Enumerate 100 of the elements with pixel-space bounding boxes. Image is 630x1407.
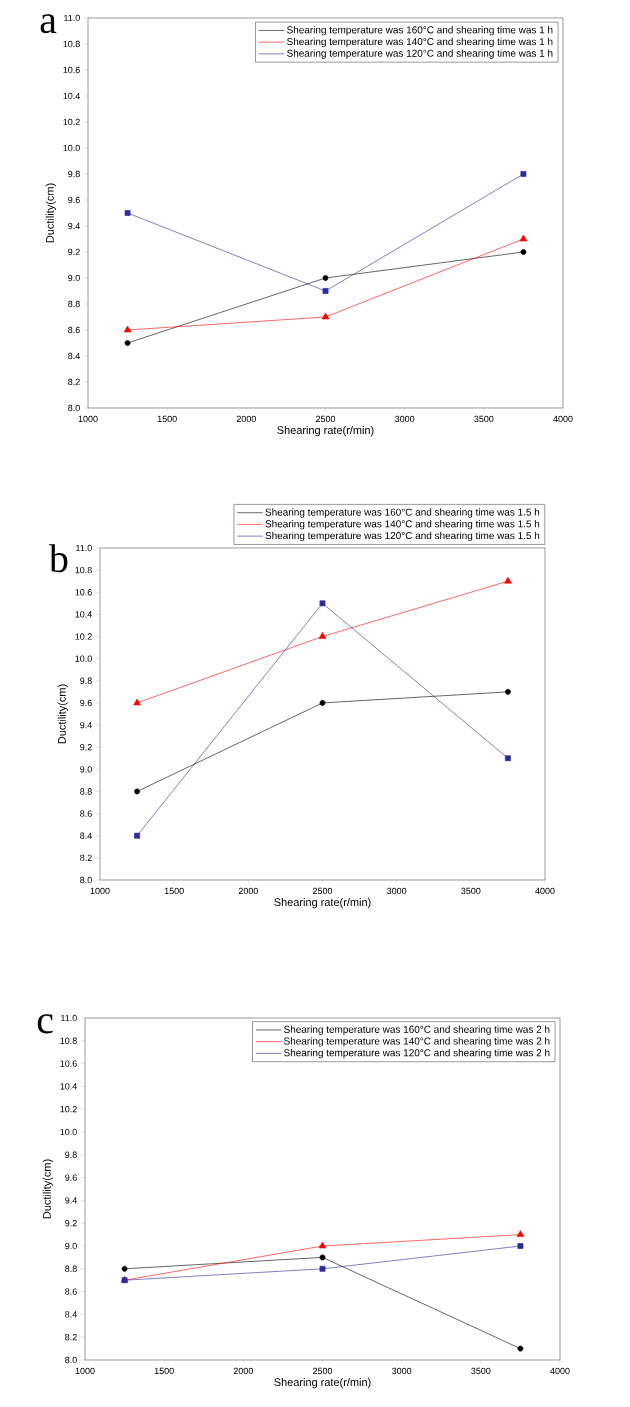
legend-label: Shearing temperature was 140°C and shearing time was 1 h (287, 37, 553, 48)
x-tick-label: 4000 (550, 1367, 570, 1375)
point (517, 1345, 524, 1352)
x-tick-label: 2000 (236, 415, 256, 423)
text: b (48, 544, 68, 573)
y-axis-title: Ductility(cm) (45, 183, 56, 243)
y-tick-label: 8.6 (65, 1288, 77, 1295)
x-tick-label: 3500 (474, 415, 494, 423)
point (321, 312, 330, 320)
point (319, 1254, 326, 1261)
y-tick-label: 9.6 (68, 196, 80, 204)
y-axis-title: Ductility(cm) (57, 684, 68, 744)
point (322, 275, 329, 281)
y-tick-label: 9.4 (80, 721, 92, 729)
y-tick-label: 9.2 (68, 248, 80, 256)
point (134, 832, 140, 839)
point (123, 325, 132, 333)
y-tick-label: 8.6 (80, 810, 92, 817)
y-tick-label: 11.0 (76, 544, 92, 552)
point (520, 249, 527, 255)
x-axis-title: Shearing rate(r/min) (274, 897, 371, 909)
x-tick-label: 1000 (90, 887, 110, 895)
legend-label: Shearing temperature was 140°C and shearing time was 2 h (284, 1037, 550, 1047)
y-tick-label: 8.6 (68, 326, 80, 334)
y-tick-label: 8.0 (68, 404, 80, 412)
point (319, 1265, 326, 1272)
x-tick-label: 3000 (387, 887, 407, 895)
legend-label: Shearing temperature was 120°C and shearing time was 2 h (284, 1049, 550, 1059)
y-tick-label: 10.6 (75, 589, 92, 596)
y-tick-label: 9.4 (65, 1197, 77, 1204)
x-axis-title: Shearing rate(r/min) (277, 425, 374, 437)
y-tick-label: 10.6 (60, 1060, 77, 1067)
point (322, 288, 329, 294)
y-tick-label: 9.0 (65, 1242, 77, 1250)
y-tick-label: 8.8 (80, 788, 92, 795)
y-tick-label: 9.8 (65, 1151, 77, 1158)
legend-label: Shearing temperature was 160°C and shearing time was 1 h (287, 26, 553, 36)
y-tick-label: 8.2 (80, 854, 92, 862)
point (504, 576, 512, 584)
point (124, 210, 131, 216)
x-tick-label: 3000 (392, 1367, 412, 1375)
x-tick-label: 4000 (553, 415, 573, 423)
y-tick-label: 10.0 (63, 144, 80, 152)
x-tick-label: 1000 (75, 1367, 95, 1375)
y-tick-label: 8.4 (68, 352, 80, 360)
y-tick-label: 10.6 (63, 66, 80, 74)
x-tick-label: 2000 (238, 887, 258, 895)
y-tick-label: 9.4 (68, 222, 80, 230)
y-tick-label: 9.2 (80, 744, 92, 751)
y-tick-label: 9.0 (68, 274, 80, 282)
y-tick-label: 8.8 (68, 300, 80, 308)
y-tick-label: 10.4 (75, 611, 92, 618)
x-tick-label: 2500 (312, 1367, 333, 1375)
legend-label: Shearing temperature was 120°C and shearing time was 1 h (287, 49, 553, 59)
y-tick-label: 9.0 (80, 766, 92, 773)
x-tick-label: 2500 (312, 887, 333, 895)
point (516, 1230, 525, 1237)
x-tick-label: 1000 (78, 415, 98, 423)
y-tick-label: 10.0 (75, 655, 92, 662)
y-tick-label: 8.4 (65, 1311, 77, 1318)
y-tick-label: 10.0 (60, 1128, 77, 1136)
legend-label: Shearing temperature was 140°C and shearing time was 1.5 h (265, 520, 540, 530)
y-tick-label: 8.2 (65, 1334, 77, 1341)
y-axis-title: Ductility(cm) (42, 1159, 53, 1219)
y-tick-label: 10.8 (75, 566, 92, 574)
x-tick-label: 1500 (154, 1367, 174, 1375)
point (121, 1265, 128, 1272)
y-tick-label: 10.4 (63, 92, 80, 100)
legend-label: Shearing temperature was 160°C and shearing time was 1.5 h (265, 508, 540, 518)
y-tick-label: 9.8 (80, 677, 92, 684)
y-tick-label: 9.6 (80, 699, 92, 707)
y-tick-label: 10.2 (75, 633, 92, 640)
text: a (40, 14, 57, 34)
y-tick-label: 11.0 (61, 1014, 77, 1022)
x-tick-label: 2000 (233, 1367, 253, 1375)
legend-label: Shearing temperature was 120°C and shearing time was 1.5 h (265, 531, 540, 542)
point (318, 632, 327, 639)
x-tick-label: 2500 (315, 415, 336, 423)
point (520, 171, 527, 177)
y-tick-label: 8.0 (80, 876, 92, 884)
x-tick-label: 3500 (471, 1367, 491, 1375)
point (517, 1243, 524, 1249)
y-tick-label: 10.4 (60, 1083, 77, 1090)
y-tick-label: 10.2 (63, 118, 80, 126)
point (519, 234, 528, 242)
x-tick-label: 3500 (461, 887, 481, 895)
y-tick-label: 10.8 (63, 40, 80, 48)
y-tick-label: 11.0 (64, 14, 80, 22)
y-tick-label: 8.4 (80, 832, 92, 839)
legend-label: Shearing temperature was 160°C and shearing time was 2 h (284, 1025, 550, 1035)
y-tick-label: 8.2 (68, 378, 80, 386)
point (133, 698, 141, 706)
y-tick-label: 8.0 (65, 1356, 77, 1364)
point (505, 755, 511, 762)
y-tick-label: 10.8 (60, 1037, 77, 1044)
y-tick-label: 8.8 (65, 1265, 77, 1272)
point (318, 1241, 327, 1249)
point (134, 788, 140, 795)
x-axis-title: Shearing rate(r/min) (274, 1377, 371, 1389)
point (319, 600, 326, 607)
